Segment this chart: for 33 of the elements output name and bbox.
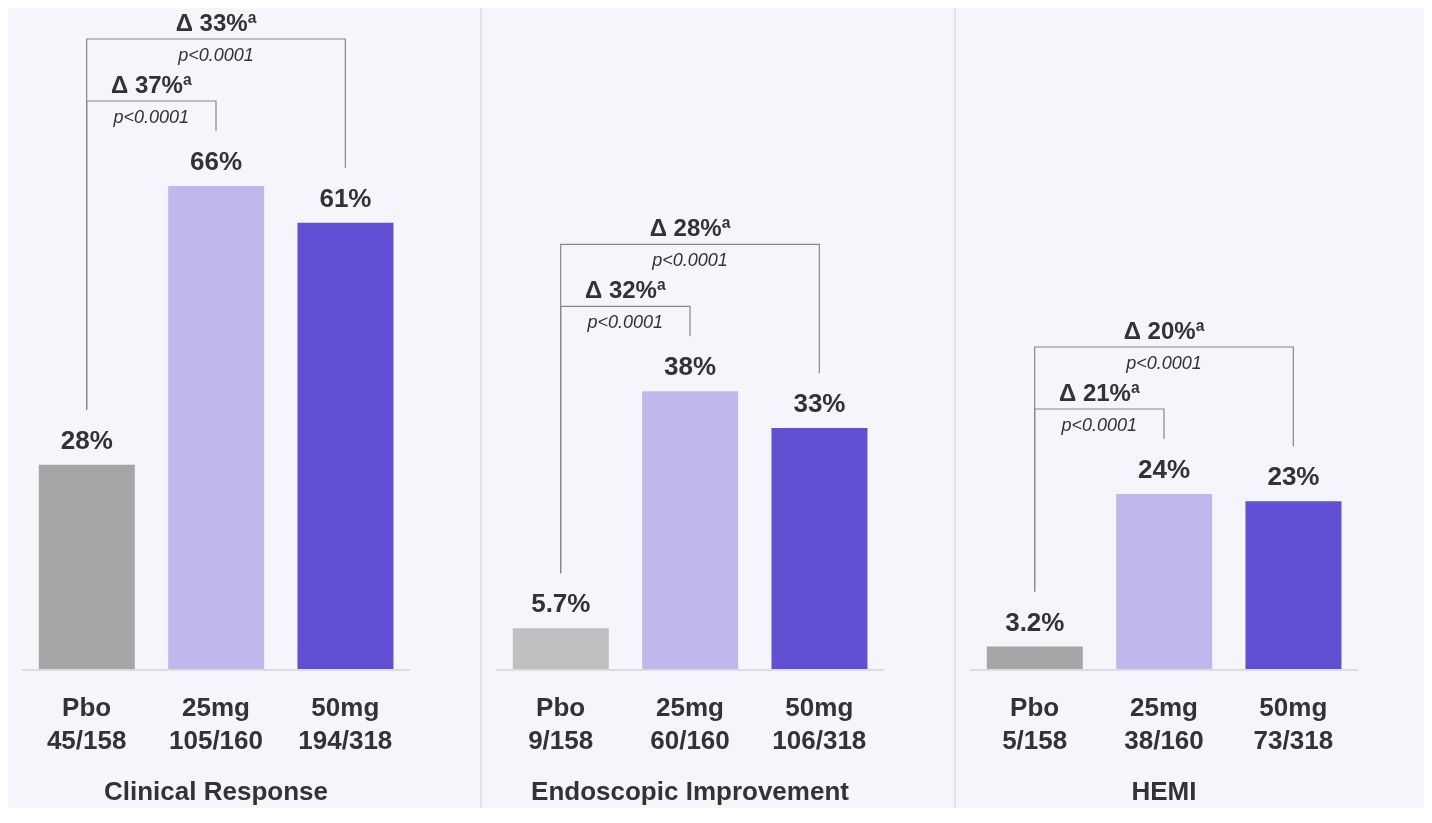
data-label: 33% bbox=[793, 388, 846, 418]
x-tick-label: Pbo 9/158 bbox=[528, 692, 594, 755]
data-label: 61% bbox=[319, 182, 372, 213]
text: p<0.0001 bbox=[1060, 415, 1138, 435]
x-axis-title: Clinical Response bbox=[104, 776, 328, 806]
x-tick-label: Pbo 5/158 bbox=[1002, 692, 1068, 755]
text: p<0.0001 bbox=[651, 250, 728, 271]
x-tick-label: Pbo 45/158 bbox=[46, 692, 127, 755]
x-tick-label: 25mg 38/160 bbox=[1124, 692, 1204, 755]
data-label: 28% bbox=[60, 424, 113, 455]
data-label: 5.7% bbox=[531, 588, 591, 619]
text: p<0.0001 bbox=[586, 312, 664, 333]
x-axis-title: HEMI bbox=[1131, 776, 1197, 806]
x-axis-title: Endoscopic Improvement bbox=[531, 776, 850, 806]
text: Δ 32%$^{a}$ bbox=[585, 275, 666, 304]
text: Δ 20%$^{a}$ bbox=[1123, 316, 1205, 344]
x-tick-label: 25mg 60/160 bbox=[650, 692, 730, 755]
text: p<0.0001 bbox=[1125, 353, 1202, 373]
text: p<0.0001 bbox=[112, 107, 190, 127]
x-tick-label: 50mg 73/318 bbox=[1253, 692, 1334, 755]
data-label: 3.2% bbox=[1005, 606, 1065, 637]
text: Δ 33%$^{a}$ bbox=[175, 8, 257, 36]
text: p<0.0001 bbox=[177, 45, 254, 65]
x-tick-label: 50mg 106/318 bbox=[772, 692, 867, 755]
x-tick-label: 25mg 105/160 bbox=[169, 692, 263, 755]
text: Δ 37%$^{a}$ bbox=[111, 70, 192, 98]
data-label: 66% bbox=[190, 146, 243, 176]
data-label: 23% bbox=[1267, 461, 1320, 492]
text: Δ 28%$^{a}$ bbox=[649, 213, 731, 242]
x-tick-label: 50mg 194/318 bbox=[298, 692, 393, 755]
data-label: 38% bbox=[664, 351, 717, 382]
text: Δ 21%$^{a}$ bbox=[1059, 378, 1140, 406]
data-label: 24% bbox=[1138, 454, 1191, 484]
